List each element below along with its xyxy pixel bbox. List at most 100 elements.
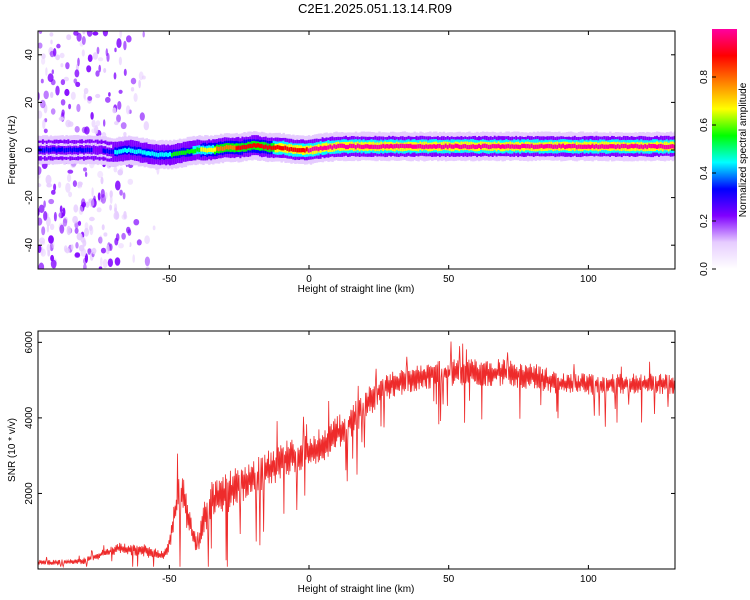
- ridge-cell: [313, 146, 317, 151]
- ridge-cell: [483, 143, 487, 148]
- noise-speck: [74, 227, 79, 234]
- ridge-cell: [317, 147, 321, 152]
- ridge-cell: [620, 143, 624, 149]
- ridge-cell: [384, 144, 387, 149]
- ridge-cell: [268, 144, 272, 150]
- ridge-cell: [214, 147, 217, 152]
- ridge-cell: [41, 148, 45, 153]
- noise-speck: [82, 98, 86, 107]
- noise-speck: [62, 218, 68, 227]
- noise-speck: [43, 104, 48, 114]
- noise-speck: [75, 242, 79, 249]
- ridge-cell: [300, 148, 303, 153]
- spectrogram-y-tick-label: 40: [24, 49, 35, 61]
- ridge-cell: [155, 152, 158, 157]
- ridge-cell: [525, 144, 528, 149]
- noise-speck: [87, 54, 93, 62]
- ridge-cell: [251, 143, 254, 149]
- noise-speck: [94, 125, 99, 135]
- ridge-cell: [438, 143, 442, 149]
- ridge-cell: [462, 144, 465, 149]
- ridge-cell: [405, 143, 409, 149]
- noise-speck: [138, 71, 144, 81]
- ridge-cell: [282, 146, 285, 151]
- noise-speck: [113, 72, 117, 80]
- ridge-cell: [427, 144, 430, 149]
- noise-speck: [45, 174, 52, 185]
- noise-speck: [136, 239, 142, 246]
- ridge-cell: [188, 149, 191, 154]
- ridge-cell: [239, 145, 242, 151]
- snr-x-tick-label: 0: [306, 574, 312, 585]
- ridge-cell: [139, 149, 143, 154]
- ridge-cell: [433, 144, 436, 149]
- ridge-cell: [476, 144, 479, 149]
- noise-speck: [84, 253, 88, 264]
- ridge-cell: [579, 144, 583, 149]
- ridge-cell: [129, 148, 133, 153]
- noise-speck: [108, 92, 111, 97]
- noise-speck: [38, 244, 42, 253]
- colorbar-tick-label: 0.4: [699, 166, 710, 180]
- ridge-cell: [534, 144, 538, 149]
- noise-speck: [66, 34, 72, 41]
- ridge-cell: [618, 144, 622, 149]
- ridge-cell: [270, 146, 274, 151]
- ridge-cell: [368, 144, 371, 150]
- ridge-cell: [247, 144, 250, 149]
- ridge-cell: [108, 149, 111, 154]
- ridge-cell: [323, 145, 326, 150]
- spectrogram-y-tick-label: 0: [24, 147, 35, 153]
- ridge-cell: [413, 144, 416, 149]
- ridge-cell: [646, 144, 649, 150]
- ridge-cell: [100, 148, 103, 153]
- ridge-cell: [45, 147, 49, 152]
- ridge-cell: [388, 144, 391, 149]
- ridge-cell: [219, 146, 223, 151]
- ridge-cell: [552, 144, 555, 149]
- ridge-cell: [347, 144, 350, 150]
- noise-speck: [114, 257, 121, 266]
- ridge-cell: [223, 146, 227, 151]
- ridge-cell: [661, 144, 665, 149]
- spectrogram-x-axis-label: Height of straight line (km): [298, 284, 415, 295]
- snr-frame: [37, 330, 676, 570]
- colorbar-gradient: [712, 29, 737, 269]
- snr-x-tick-label: -50: [162, 574, 177, 585]
- ridge-cell: [411, 144, 414, 149]
- noise-speck: [38, 42, 43, 49]
- spectrogram-y-axis-label: Frequency (Hz): [7, 116, 18, 185]
- ridge-cell: [153, 152, 156, 157]
- ridge-cell: [339, 143, 342, 148]
- ridge-cell: [86, 147, 90, 152]
- noise-speck: [47, 250, 51, 257]
- ridge-cell: [440, 145, 444, 150]
- noise-speck: [132, 254, 135, 263]
- ridge-cell: [159, 152, 162, 157]
- noise-speck: [81, 36, 86, 45]
- ridge-cell: [585, 144, 588, 149]
- noise-speck: [84, 227, 89, 237]
- ridge-cell: [333, 144, 336, 149]
- ridge-cell: [399, 143, 403, 148]
- ridge-cell: [243, 144, 246, 150]
- noise-speck: [76, 32, 82, 42]
- noise-speck: [76, 103, 81, 113]
- ridge-cell: [403, 144, 407, 149]
- noise-speck: [125, 105, 131, 115]
- ridge-cell: [478, 143, 481, 149]
- noise-speck: [123, 40, 127, 51]
- ridge-cell: [208, 147, 211, 152]
- ridge-cell: [503, 144, 506, 149]
- noise-speck: [68, 191, 73, 198]
- noise-speck: [61, 109, 65, 117]
- noise-speck: [49, 32, 54, 37]
- chart-title: C2E1.2025.051.13.14.R09: [298, 1, 452, 16]
- ridge-cell: [327, 145, 330, 150]
- ridge-cell: [118, 149, 121, 154]
- noise-speck: [91, 247, 97, 255]
- ridge-cell: [61, 147, 64, 152]
- ridge-cell: [325, 145, 328, 151]
- noise-speck: [38, 173, 41, 179]
- ridge-cell: [120, 149, 123, 154]
